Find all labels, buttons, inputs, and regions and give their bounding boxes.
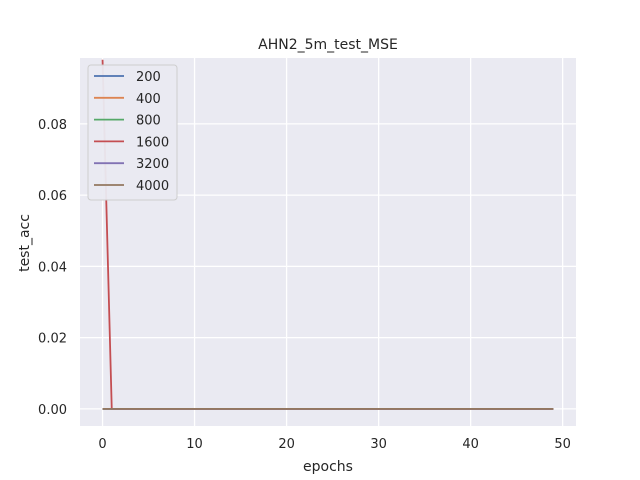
legend-label: 200 (136, 70, 161, 85)
ticks: 0 10 20 30 40 50 0.00 0.02 0.04 0.06 0.08 (38, 118, 571, 452)
chart-title: AHN2_5m_test_MSE (258, 37, 398, 53)
y-tick-label: 0.00 (38, 403, 67, 418)
legend-label: 3200 (136, 157, 169, 172)
x-axis-label: epochs (303, 459, 353, 475)
y-tick-label: 0.06 (38, 189, 67, 204)
y-tick-label: 0.02 (38, 332, 67, 347)
y-axis-label: test_acc (17, 214, 33, 272)
legend: 200 400 800 1600 3200 4000 (87, 64, 178, 201)
x-tick-label: 40 (462, 437, 479, 452)
legend-label: 4000 (136, 179, 169, 194)
x-tick-label: 50 (554, 437, 571, 452)
y-tick-label: 0.04 (38, 260, 67, 275)
x-tick-label: 0 (98, 437, 106, 452)
legend-label: 1600 (136, 135, 169, 150)
y-tick-label: 0.08 (38, 118, 67, 133)
legend-label: 800 (136, 114, 161, 129)
x-tick-label: 10 (186, 437, 203, 452)
legend-label: 400 (136, 92, 161, 107)
legend-box (87, 64, 178, 201)
x-tick-label: 20 (278, 437, 295, 452)
x-tick-label: 30 (370, 437, 387, 452)
